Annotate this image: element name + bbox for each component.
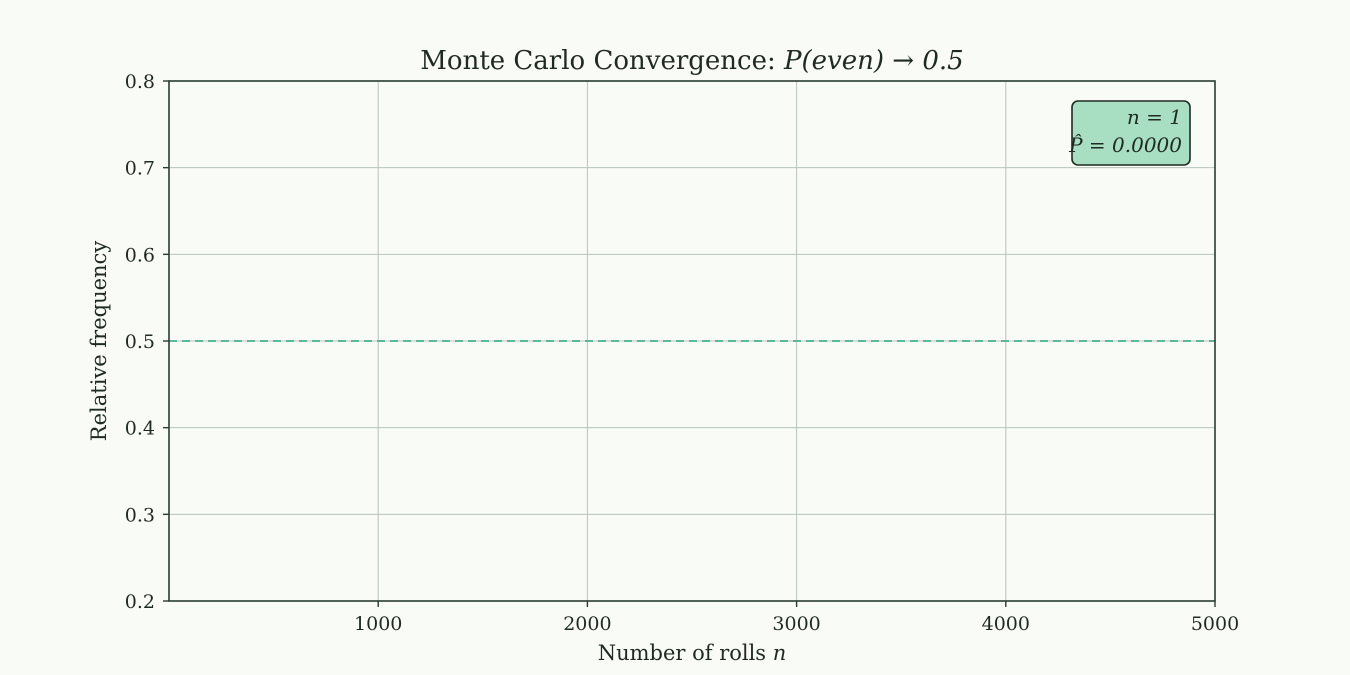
y-tick-label: 0.7 — [125, 158, 155, 180]
x-axis-label-math: n — [773, 641, 787, 665]
x-axis-label-prefix: Number of rolls — [598, 641, 773, 665]
x-tick-label: 5000 — [1191, 613, 1239, 635]
x-tick-label: 2000 — [563, 613, 611, 635]
annotation-estimate: P̂ = 0.0000 — [1068, 133, 1182, 157]
chart-title-prefix: Monte Carlo Convergence: — [420, 46, 784, 76]
x-tick-label: 3000 — [772, 613, 820, 635]
x-tick-label: 4000 — [982, 613, 1030, 635]
y-tick-label: 0.5 — [125, 331, 155, 353]
y-tick-label: 0.2 — [125, 591, 155, 613]
y-axis-label: Relative frequency — [87, 241, 111, 442]
annotation-count: n = 1 — [1127, 105, 1182, 129]
y-tick-label: 0.6 — [125, 244, 155, 266]
tick-layer: 1000 2000 3000 4000 5000 0.2 0.3 0.4 0.5 0.6 0.7 0.… — [125, 71, 1239, 635]
chart-title: Monte Carlo Convergence: P(even) → 0.5 — [420, 46, 963, 76]
y-tick-label: 0.3 — [125, 504, 155, 526]
annotation-box: n = 1 P̂ = 0.0000 — [1068, 100, 1191, 166]
y-tick-label: 0.4 — [125, 418, 155, 440]
x-axis-label: Number of rolls n — [598, 641, 787, 665]
y-tick-label: 0.8 — [125, 71, 155, 93]
annotation-box-background — [1071, 100, 1191, 166]
x-tick-label: 1000 — [354, 613, 402, 635]
chart-title-math: P(even) → 0.5 — [783, 46, 964, 76]
